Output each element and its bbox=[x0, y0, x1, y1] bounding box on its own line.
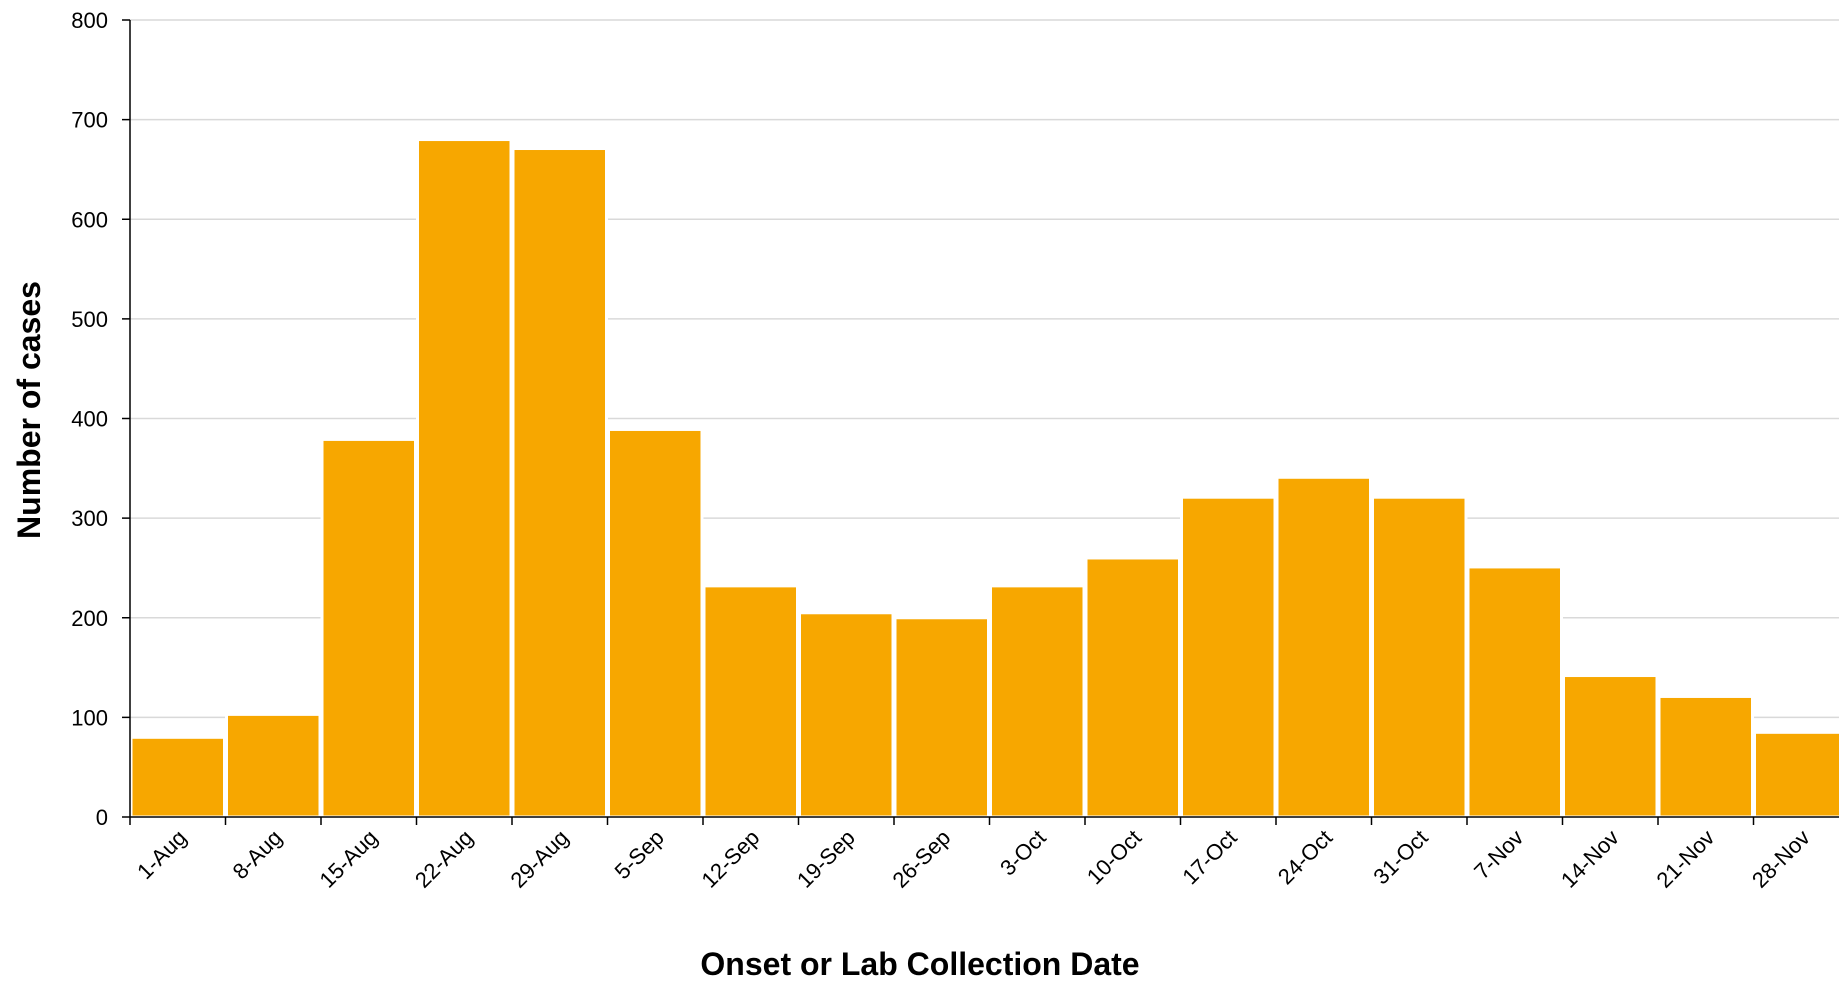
x-tick-label: 7-Nov bbox=[1469, 825, 1528, 884]
x-tick-label: 24-Oct bbox=[1273, 825, 1337, 889]
bar-24-Oct bbox=[1275, 475, 1372, 819]
bar-22-Aug bbox=[416, 138, 513, 819]
x-tick-label: 5-Sep bbox=[610, 825, 669, 884]
bar-12-Sep bbox=[702, 584, 799, 819]
bar-7-Nov bbox=[1466, 565, 1563, 819]
x-tick-label: 28-Nov bbox=[1747, 825, 1815, 893]
x-axis-title: Onset or Lab Collection Date bbox=[700, 946, 1139, 982]
x-tick-label: 22-Aug bbox=[410, 825, 478, 893]
y-tick-label: 200 bbox=[71, 606, 108, 631]
x-tick-label: 29-Aug bbox=[505, 825, 573, 893]
y-tick-label: 0 bbox=[96, 805, 108, 830]
x-tick-label: 31-Oct bbox=[1368, 825, 1432, 889]
bar-3-Oct bbox=[989, 584, 1086, 819]
x-tick-label: 17-Oct bbox=[1177, 825, 1241, 889]
bar-21-Nov bbox=[1657, 694, 1754, 819]
x-tick-label: 15-Aug bbox=[314, 825, 382, 893]
x-tick-label: 3-Oct bbox=[995, 825, 1051, 881]
x-tick-label: 8-Aug bbox=[228, 825, 287, 884]
y-tick-label: 800 bbox=[71, 8, 108, 33]
bar-28-Nov bbox=[1753, 730, 1839, 819]
bar-17-Oct bbox=[1180, 495, 1277, 819]
bars bbox=[129, 138, 1839, 819]
y-tick-label: 700 bbox=[71, 108, 108, 133]
bar-29-Aug bbox=[511, 147, 608, 819]
bar-19-Sep bbox=[798, 611, 895, 819]
bar-1-Aug bbox=[129, 735, 226, 819]
y-tick-label: 400 bbox=[71, 407, 108, 432]
y-tick-label: 300 bbox=[71, 506, 108, 531]
y-tick-label: 600 bbox=[71, 207, 108, 232]
x-tick-label: 26-Sep bbox=[887, 825, 955, 893]
x-tick-labels: 1-Aug 8-Aug 15-Aug 22-Aug 29-Aug 5-Sep 12-Sep 1… bbox=[132, 825, 1815, 893]
axes bbox=[122, 19, 1839, 825]
bar-31-Oct bbox=[1371, 495, 1468, 819]
x-tick-label: 19-Sep bbox=[792, 825, 860, 893]
y-tick-labels: 0 100 200 300 400 500 600 700 800 bbox=[71, 8, 108, 830]
bar-10-Oct bbox=[1084, 556, 1181, 819]
x-tick-label: 21-Nov bbox=[1651, 825, 1719, 893]
y-tick-label: 100 bbox=[71, 705, 108, 730]
bar-26-Sep bbox=[893, 616, 990, 819]
y-axis-title: Number of cases bbox=[11, 281, 47, 539]
bar-8-Aug bbox=[225, 712, 322, 819]
y-tick-label: 500 bbox=[71, 307, 108, 332]
x-tick-label: 10-Oct bbox=[1082, 825, 1146, 889]
x-tick-label: 12-Sep bbox=[696, 825, 764, 893]
bar-5-Sep bbox=[607, 427, 704, 819]
x-tick-label: 1-Aug bbox=[132, 825, 191, 884]
bar-15-Aug bbox=[320, 437, 417, 819]
x-tick-label: 14-Nov bbox=[1556, 825, 1624, 893]
bar-14-Nov bbox=[1562, 674, 1659, 819]
